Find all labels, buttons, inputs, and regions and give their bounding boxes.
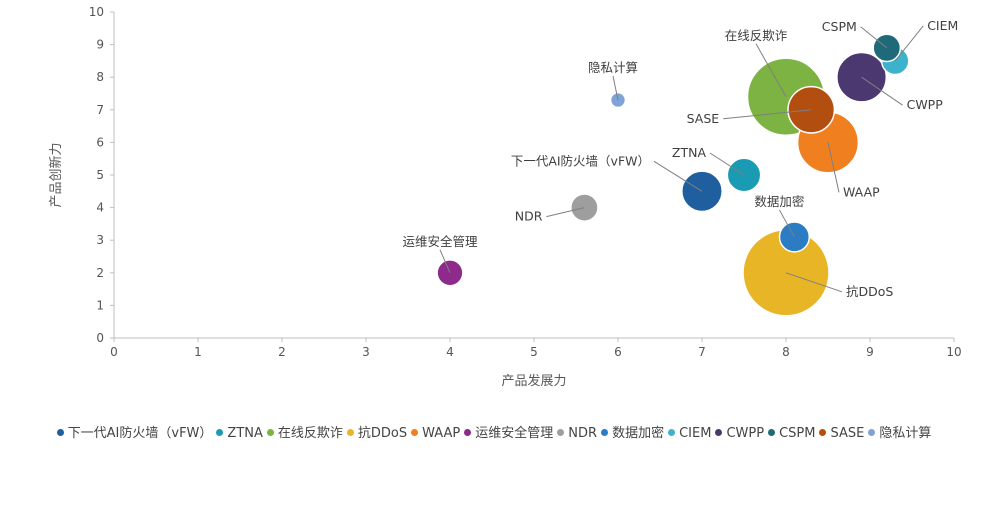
leader-line — [861, 76, 903, 106]
y-tick-label: 6 — [96, 135, 104, 149]
leader-line — [785, 272, 843, 293]
legend-item: 下一代AI防火墙（vFW） — [56, 422, 213, 441]
leader-line — [894, 25, 924, 62]
legend-marker — [216, 429, 224, 436]
data-label: ZTNA — [672, 145, 707, 160]
legend-label: 在线反欺诈 — [277, 426, 343, 441]
legend-item: WAAP — [411, 426, 460, 441]
leader-line — [860, 26, 888, 49]
data-label: SASE — [687, 111, 720, 126]
y-tick-label: 2 — [96, 266, 104, 280]
legend-label: 运维安全管理 — [475, 426, 554, 441]
bubble-point — [872, 33, 902, 63]
leader-lines — [439, 25, 924, 293]
legend-marker — [346, 429, 354, 436]
x-tick-label: 8 — [782, 345, 790, 359]
y-tick-label: 1 — [96, 298, 104, 312]
x-tick-label: 0 — [110, 345, 118, 359]
y-tick-label: 0 — [96, 331, 104, 345]
y-tick-label: 4 — [96, 201, 104, 215]
legend-item: CWPP — [715, 426, 764, 441]
x-tick-label: 5 — [530, 345, 538, 359]
x-tick-label: 3 — [362, 345, 370, 359]
x-tick-label: 6 — [614, 345, 622, 359]
legend-marker — [668, 429, 676, 436]
legend-item: 在线反欺诈 — [266, 422, 343, 441]
bubbles — [436, 33, 910, 317]
data-label: WAAP — [843, 184, 880, 199]
x-tick-label: 7 — [698, 345, 706, 359]
data-label: CSPM — [822, 19, 857, 34]
x-tick-label: 4 — [446, 345, 454, 359]
y-tick-label: 10 — [89, 5, 104, 19]
legend-item: NDR — [557, 426, 597, 441]
data-label: 在线反欺诈 — [725, 28, 788, 43]
legend-label: CSPM — [779, 426, 816, 441]
data-label: NDR — [515, 209, 543, 224]
leader-line — [723, 109, 812, 120]
leader-line — [755, 43, 787, 98]
y-axis-title: 产品创新力 — [48, 142, 64, 207]
data-label: CWPP — [907, 97, 944, 112]
leader-line — [653, 160, 703, 192]
legend-label: 数据加密 — [612, 426, 665, 441]
legend-marker — [557, 429, 565, 436]
data-label: 下一代AI防火墙（vFW） — [511, 153, 650, 168]
legend-label: SASE — [830, 426, 865, 441]
data-label: 运维安全管理 — [402, 234, 478, 249]
data-label: CIEM — [927, 18, 958, 33]
leader-line — [612, 75, 619, 101]
legend-label: CIEM — [679, 426, 712, 441]
y-tick-label: 7 — [96, 103, 104, 117]
x-tick-label: 10 — [946, 345, 961, 359]
axes: 0 1 2 3 4 5 6 7 8 9 10 0 1 2 3 4 5 6 7 8 9 10 — [89, 5, 962, 359]
legend-label: WAAP — [422, 426, 461, 441]
legend-label: 隐私计算 — [879, 426, 932, 441]
legend-marker — [266, 429, 274, 436]
x-tick-label: 9 — [866, 345, 874, 359]
leader-line — [439, 249, 451, 273]
y-tick-label: 3 — [96, 233, 104, 247]
legend-item: 运维安全管理 — [464, 422, 553, 441]
y-tick-label: 9 — [96, 38, 104, 52]
leader-line — [709, 152, 745, 176]
legend-item: 隐私计算 — [868, 422, 931, 441]
legend-label: 抗DDoS — [357, 426, 408, 441]
x-axis-title: 产品发展力 — [501, 373, 566, 389]
legend-item: 抗DDoS — [346, 422, 408, 441]
leader-line — [546, 207, 585, 218]
y-tick-label: 5 — [96, 168, 104, 182]
legend-item: SASE — [819, 426, 864, 441]
legend-marker — [464, 429, 472, 436]
legend-marker — [819, 429, 827, 436]
legend-item: ZTNA — [216, 426, 263, 441]
legend-marker — [601, 429, 609, 436]
legend-marker — [56, 429, 64, 436]
legend-label: NDR — [568, 426, 598, 441]
legend-item: CSPM — [768, 426, 815, 441]
legend-marker — [411, 429, 419, 436]
legend-label: 下一代AI防火墙（vFW） — [67, 426, 213, 441]
data-label: 隐私计算 — [588, 60, 638, 75]
leader-line — [827, 142, 840, 193]
legend-marker — [768, 429, 776, 436]
x-tick-label: 2 — [278, 345, 286, 359]
legend: 下一代AI防火墙（vFW） ZTNA 在线反欺诈 抗DDoS WAAP 运维安全管理 NDR… — [0, 422, 988, 441]
y-tick-label: 8 — [96, 70, 104, 84]
legend-item: 数据加密 — [601, 422, 664, 441]
data-label: 抗DDoS — [846, 284, 893, 299]
legend-label: ZTNA — [227, 426, 263, 441]
legend-item: CIEM — [668, 426, 711, 441]
leader-line — [778, 209, 795, 238]
x-tick-label: 1 — [194, 345, 202, 359]
legend-marker — [868, 429, 876, 436]
legend-label: CWPP — [726, 426, 765, 441]
legend-marker — [715, 429, 723, 436]
bubble-chart: 0 1 2 3 4 5 6 7 8 9 10 0 1 2 3 4 5 6 7 8 9 10 下一代AI防火墙（vFW） ZT… — [48, 5, 962, 389]
data-label: 数据加密 — [754, 194, 804, 209]
